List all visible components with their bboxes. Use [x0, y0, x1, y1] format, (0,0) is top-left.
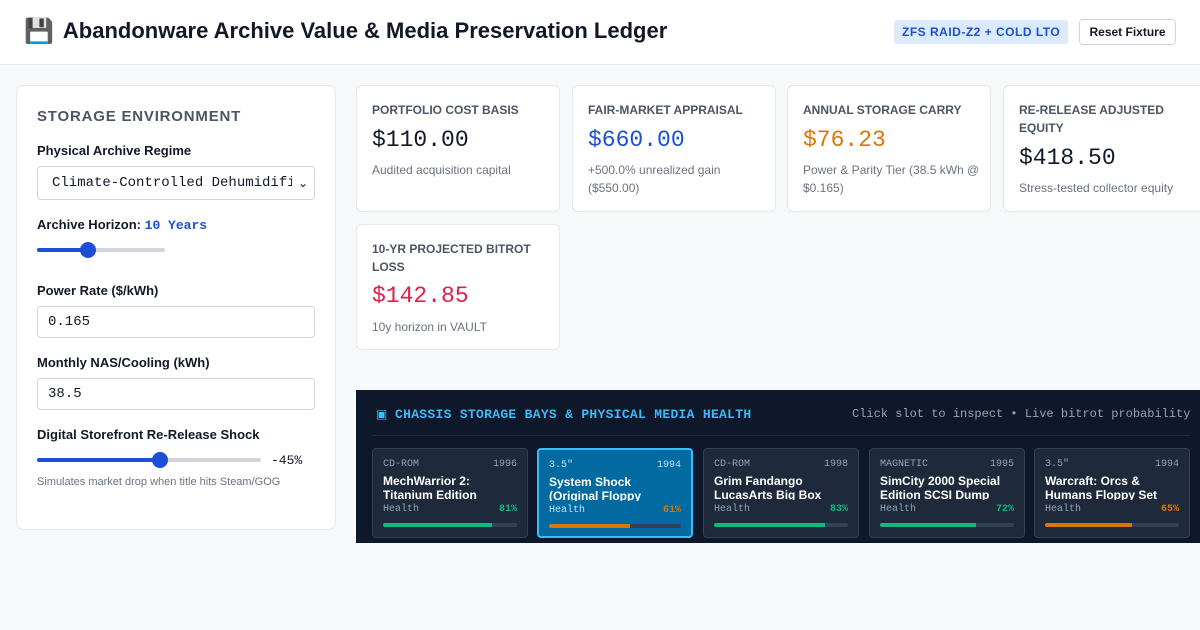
metric-card-storage-carry: ANNUAL STORAGE CARRY $76.23 Power & Pari… — [787, 85, 991, 212]
top-bar: 💾 Abandonware Archive Value & Media Pres… — [0, 0, 1200, 65]
storage-slot[interactable]: 3.5" 1994 Warcraft: Orcs & Humans Floppy… — [1034, 448, 1190, 538]
slot-title: MechWarrior 2: Titanium Edition — [383, 474, 477, 500]
metric-value: $660.00 — [588, 127, 685, 153]
slot-media: CD-ROM — [714, 459, 751, 470]
slot-health-fill — [714, 523, 826, 527]
slot-year: 1994 — [1154, 459, 1179, 470]
metric-label: FAIR-MARKET APPRAISAL — [588, 103, 743, 117]
regime-label: Physical Archive Regime — [37, 143, 192, 158]
slider-fill — [37, 458, 161, 462]
chevron-down-icon: ⌄ — [292, 167, 314, 199]
metric-label: ANNUAL STORAGE CARRY — [803, 103, 962, 117]
rerelease-shock-slider[interactable] — [37, 452, 261, 468]
page-title-text: Abandonware Archive Value & Media Preser… — [62, 18, 668, 43]
slot-health-label: Health — [1045, 504, 1082, 515]
slot-year: 1998 — [823, 459, 848, 470]
nas-cooling-label: Monthly NAS/Cooling (kWh) — [37, 355, 210, 370]
slot-media: CD-ROM — [383, 459, 420, 470]
slot-health-label: Health — [383, 504, 420, 515]
slot-media: MAGNETIC — [880, 459, 929, 470]
metric-label: PORTFOLIO COST BASIS — [372, 103, 519, 117]
metric-card-adjusted-equity: RE-RELEASE ADJUSTED EQUITY $418.50 Stres… — [1003, 85, 1200, 212]
slot-health-label: Health — [549, 505, 586, 516]
metric-value: $418.50 — [1019, 145, 1116, 171]
horizon-value: 10 Years — [144, 218, 208, 233]
metric-card-appraisal: FAIR-MARKET APPRAISAL $660.00 +500.0% un… — [572, 85, 776, 212]
slot-health-bar — [1045, 523, 1179, 527]
storage-slot[interactable]: CD-ROM 1998 Grim Fandango LucasArts Big … — [703, 448, 859, 538]
chip-icon: ▣ — [376, 407, 388, 421]
metric-value: $76.23 — [803, 127, 886, 153]
storage-slot-selected[interactable]: 3.5" 1994 System Shock (Original Floppy … — [537, 448, 693, 538]
storage-slot[interactable]: CD-ROM 1996 MechWarrior 2: Titanium Edit… — [372, 448, 528, 538]
page-title: 💾 Abandonware Archive Value & Media Pres… — [24, 17, 667, 45]
metric-value: $110.00 — [372, 127, 469, 153]
slot-health-bar — [714, 523, 848, 527]
rerelease-shock-value: -45% — [271, 453, 303, 468]
power-rate-input[interactable]: 0.165 — [37, 306, 315, 338]
metric-label: RE-RELEASE ADJUSTED EQUITY — [1019, 103, 1164, 135]
slot-year: 1994 — [656, 460, 681, 471]
metric-detail: Audited acquisition capital — [372, 163, 511, 177]
slot-health-value: 61% — [662, 505, 681, 516]
slot-health-value: 83% — [829, 504, 848, 515]
slot-health-label: Health — [714, 504, 751, 515]
archive-regime-select[interactable]: Climate-Controlled Dehumidified Vault ⌄ — [37, 166, 315, 200]
slot-health-fill — [1045, 523, 1133, 527]
rerelease-shock-label: Digital Storefront Re-Release Shock — [37, 427, 260, 442]
slot-health-label: Health — [880, 504, 917, 515]
slider-track — [37, 248, 165, 252]
metric-label: 10-YR PROJECTED BITROT LOSS — [372, 242, 531, 274]
horizon-label-text: Archive Horizon: — [37, 217, 142, 232]
storage-badge: ZFS RAID-Z2 + COLD LTO — [894, 20, 1069, 44]
slot-year: 1996 — [492, 459, 517, 470]
horizon-slider[interactable] — [37, 242, 165, 258]
slot-year: 1995 — [989, 459, 1014, 470]
slot-health-value: 72% — [995, 504, 1014, 515]
horizon-label: Archive Horizon: 10 Years — [37, 217, 207, 233]
slot-title: Grim Fandango LucasArts Big Box — [714, 474, 822, 500]
divider — [372, 435, 1190, 436]
metric-detail: 10y horizon in VAULT — [372, 320, 487, 334]
slot-health-fill — [549, 524, 630, 528]
reset-fixture-button[interactable]: Reset Fixture — [1079, 19, 1176, 45]
metric-value: $142.85 — [372, 283, 469, 309]
metric-card-cost-basis: PORTFOLIO COST BASIS $110.00 Audited acq… — [356, 85, 560, 212]
metric-detail: Power & Parity Tier (38.5 kWh @ $0.165) — [803, 163, 980, 195]
floppy-disk-icon: 💾 — [24, 17, 54, 45]
slot-health-bar — [880, 523, 1014, 527]
slot-health-bar — [549, 524, 681, 528]
panel-heading: STORAGE ENVIRONMENT — [37, 108, 242, 125]
storage-environment-panel: STORAGE ENVIRONMENT Physical Archive Reg… — [16, 85, 336, 530]
slot-health-bar — [383, 523, 517, 527]
slot-title: Warcraft: Orcs & Humans Floppy Set — [1045, 474, 1158, 500]
slot-title: SimCity 2000 Special Edition SCSI Dump — [880, 474, 1001, 500]
slot-health-value: 65% — [1160, 504, 1179, 515]
slider-thumb[interactable] — [80, 242, 97, 258]
slot-title: System Shock (Original Floppy Release) — [549, 475, 641, 501]
slot-health-fill — [383, 523, 492, 527]
metric-card-bitrot-loss: 10-YR PROJECTED BITROT LOSS $142.85 10y … — [356, 224, 560, 350]
storage-slot[interactable]: MAGNETIC 1995 SimCity 2000 Special Editi… — [869, 448, 1025, 538]
archive-regime-value: Climate-Controlled Dehumidified Vault — [52, 175, 314, 191]
slider-thumb[interactable] — [152, 452, 169, 468]
power-rate-label: Power Rate ($/kWh) — [37, 283, 159, 298]
slider-fill — [37, 248, 89, 252]
slot-media: 3.5" — [549, 460, 574, 471]
chassis-storage-bays: ▣ CHASSIS STORAGE BAYS & PHYSICAL MEDIA … — [356, 390, 1200, 543]
chassis-title: CHASSIS STORAGE BAYS & PHYSICAL MEDIA HE… — [395, 407, 752, 422]
slot-media: 3.5" — [1045, 459, 1070, 470]
metric-detail: +500.0% unrealized gain ($550.00) — [588, 163, 721, 195]
rerelease-shock-hint: Simulates market drop when title hits St… — [37, 476, 281, 488]
metric-detail: Stress-tested collector equity — [1019, 181, 1174, 195]
slot-health-fill — [880, 523, 977, 527]
slot-health-value: 81% — [498, 504, 517, 515]
chassis-hint: Click slot to inspect • Live bitrot prob… — [852, 407, 1191, 421]
nas-cooling-input[interactable]: 38.5 — [37, 378, 315, 410]
